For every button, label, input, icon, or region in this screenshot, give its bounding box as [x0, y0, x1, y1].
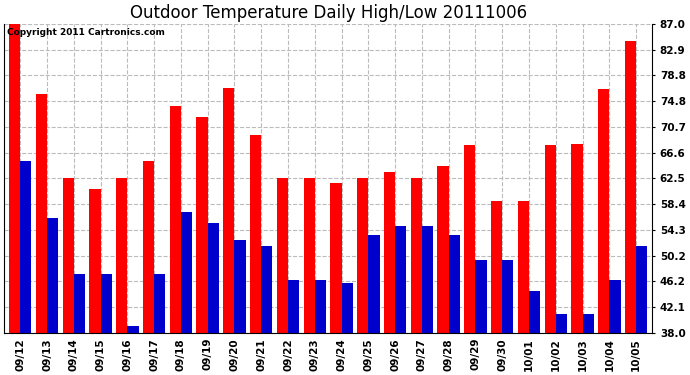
Bar — [235, 240, 246, 333]
Bar — [475, 260, 486, 333]
Bar — [20, 161, 32, 333]
Bar — [448, 235, 460, 333]
Bar — [101, 274, 112, 333]
Bar — [181, 212, 192, 333]
Bar — [208, 223, 219, 333]
Bar — [368, 235, 380, 333]
Bar — [625, 41, 636, 333]
Bar — [128, 326, 139, 333]
Bar — [544, 145, 555, 333]
Bar — [384, 172, 395, 333]
Bar — [411, 178, 422, 333]
Bar — [250, 135, 262, 333]
Bar — [36, 94, 47, 333]
Bar — [89, 189, 101, 333]
Bar — [437, 166, 448, 333]
Bar — [422, 226, 433, 333]
Text: Copyright 2011 Cartronics.com: Copyright 2011 Cartronics.com — [8, 28, 166, 38]
Title: Outdoor Temperature Daily High/Low 20111006: Outdoor Temperature Daily High/Low 20111… — [130, 4, 526, 22]
Bar — [63, 178, 74, 333]
Bar — [116, 178, 128, 333]
Bar — [571, 144, 582, 333]
Bar — [223, 88, 235, 333]
Bar — [262, 246, 273, 333]
Bar — [197, 117, 208, 333]
Bar — [342, 283, 353, 333]
Bar — [395, 226, 406, 333]
Bar — [502, 260, 513, 333]
Bar — [582, 314, 594, 333]
Bar — [555, 314, 567, 333]
Bar — [315, 280, 326, 333]
Bar — [357, 178, 368, 333]
Bar — [304, 178, 315, 333]
Bar — [277, 178, 288, 333]
Bar — [47, 217, 58, 333]
Bar — [9, 24, 20, 333]
Bar — [154, 274, 166, 333]
Bar — [529, 291, 540, 333]
Bar — [143, 161, 154, 333]
Bar — [331, 183, 342, 333]
Bar — [288, 280, 299, 333]
Bar — [609, 280, 620, 333]
Bar — [598, 89, 609, 333]
Bar — [636, 246, 647, 333]
Bar — [170, 106, 181, 333]
Bar — [491, 201, 502, 333]
Bar — [518, 201, 529, 333]
Bar — [74, 274, 85, 333]
Bar — [464, 145, 475, 333]
